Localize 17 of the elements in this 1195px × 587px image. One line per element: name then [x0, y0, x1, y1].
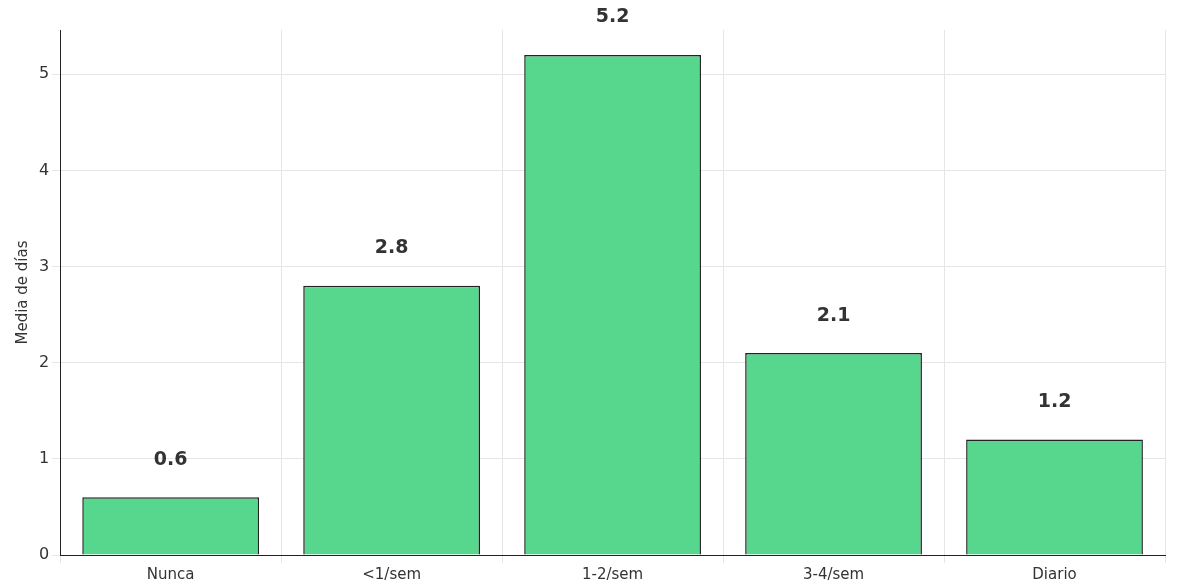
x-tick-label: 1-2/sem — [581, 564, 644, 583]
data-label: 1.2 — [1037, 389, 1072, 412]
y-tick-label: 0 — [38, 544, 50, 564]
y-tick-label: 2 — [38, 351, 50, 371]
x-tick-label: Nunca — [146, 564, 195, 583]
y-tick-label: 1 — [38, 448, 50, 467]
x-tick-label: 3-4/sem — [802, 564, 865, 583]
data-label: 5.2 — [595, 4, 630, 27]
data-label: 2.8 — [374, 235, 409, 258]
y-tick-label: 3 — [38, 255, 50, 275]
x-tick-label: <1/sem — [362, 564, 422, 583]
y-tick-label: 5 — [38, 63, 50, 83]
data-label: 2.1 — [816, 302, 851, 325]
y-tick-label: 4 — [38, 159, 50, 179]
data-label: 0.6 — [153, 446, 188, 469]
x-tick-label: Diario — [1032, 564, 1077, 583]
y-axis-title: Media de días — [12, 240, 31, 345]
